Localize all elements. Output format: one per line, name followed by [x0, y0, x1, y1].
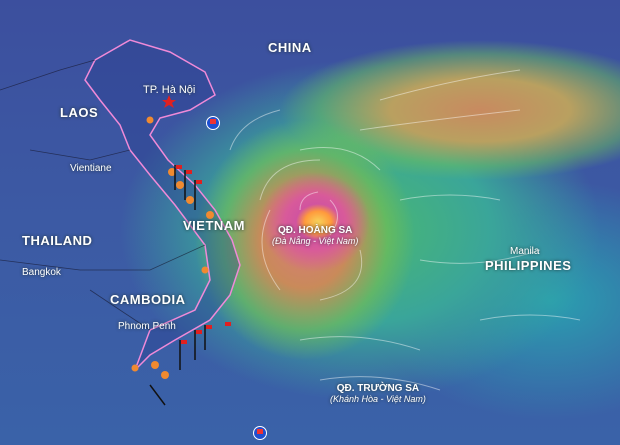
storm-marker-icon[interactable]: [206, 116, 220, 130]
flood-drop-icons: [131, 116, 214, 379]
island-name: QĐ. TRƯỜNG SA: [336, 383, 420, 394]
island-label-truong-sa: QĐ. TRƯỜNG SA (Khánh Hòa - Việt Nam): [330, 383, 426, 404]
island-sub: (Khánh Hòa - Việt Nam): [330, 394, 426, 404]
city-label-hanoi: TP. Hà Nội: [143, 84, 196, 96]
country-label-cambodia: CAMBODIA: [110, 292, 186, 307]
island-label-hoang-sa: QĐ. HOÀNG SA (Đà Nẵng - Việt Nam): [272, 225, 358, 246]
country-borders: [0, 59, 206, 331]
island-name: QĐ. HOÀNG SA: [277, 225, 353, 236]
island-sub: (Đà Nẵng - Việt Nam): [272, 236, 359, 246]
warning-flag-icons: [149, 165, 206, 406]
country-label-vietnam: VIETNAM: [183, 218, 245, 233]
capital-star-icon: [162, 95, 176, 108]
country-label-philippines: PHILIPPINES: [485, 258, 572, 273]
city-label-phnom-penh: Phnom Penh: [118, 321, 176, 332]
city-label-bangkok: Bangkok: [22, 267, 61, 278]
country-label-thailand: THAILAND: [22, 233, 93, 248]
city-label-vientiane: Vientiane: [70, 163, 112, 174]
country-label-laos: LAOS: [60, 105, 99, 120]
country-label-china: CHINA: [268, 40, 312, 55]
city-label-manila: Manila: [510, 246, 540, 257]
wind-streamlines: [229, 69, 581, 391]
vietnam-border: [84, 39, 241, 371]
storm-marker-icon[interactable]: [253, 426, 267, 440]
